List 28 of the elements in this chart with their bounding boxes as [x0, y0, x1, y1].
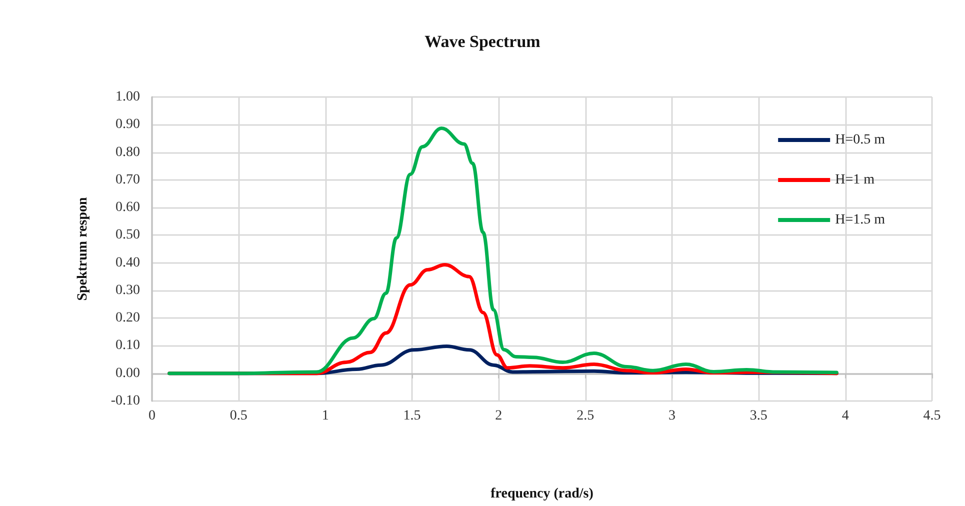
y-tick-label: 0.00 — [116, 366, 140, 381]
y-tick-label: 0.50 — [116, 228, 140, 243]
x-axis-title: frequency (rad/s) — [490, 486, 594, 502]
y-tick-label: 0.70 — [116, 172, 140, 188]
y-tick-label: 0.10 — [116, 338, 140, 354]
x-tick-label: 2 — [495, 408, 502, 424]
x-tick-label: 3.5 — [750, 408, 768, 424]
x-tick-label: 0 — [148, 408, 156, 424]
x-tick-label: 3 — [668, 408, 676, 424]
x-tick-label: 0.5 — [230, 408, 248, 424]
x-tick-label: 4 — [842, 408, 849, 424]
y-tick-label: 0.90 — [116, 117, 140, 132]
y-axis-title: Spektrum respon — [76, 196, 90, 301]
x-tick-label: 1 — [322, 408, 329, 424]
y-tick-label: 0.30 — [116, 282, 140, 298]
y-tick-label: 0.80 — [116, 144, 140, 160]
legend-label: H=1 m — [835, 172, 875, 188]
legend-label: H=1.5 m — [835, 212, 886, 228]
x-tick-label: 2.5 — [576, 408, 594, 424]
y-tick-label: 0.60 — [116, 200, 140, 216]
x-tick-label: 4.5 — [923, 408, 941, 424]
x-tick-label: 1.5 — [403, 408, 421, 424]
y-tick-label: 1.00 — [116, 90, 140, 104]
y-tick-label: -0.10 — [110, 394, 140, 408]
y-tick-label: 0.40 — [116, 255, 140, 270]
chart-title: Wave Spectrum — [424, 32, 540, 51]
legend-label: H=0.5 m — [835, 132, 886, 148]
y-tick-label: 0.20 — [116, 310, 140, 326]
